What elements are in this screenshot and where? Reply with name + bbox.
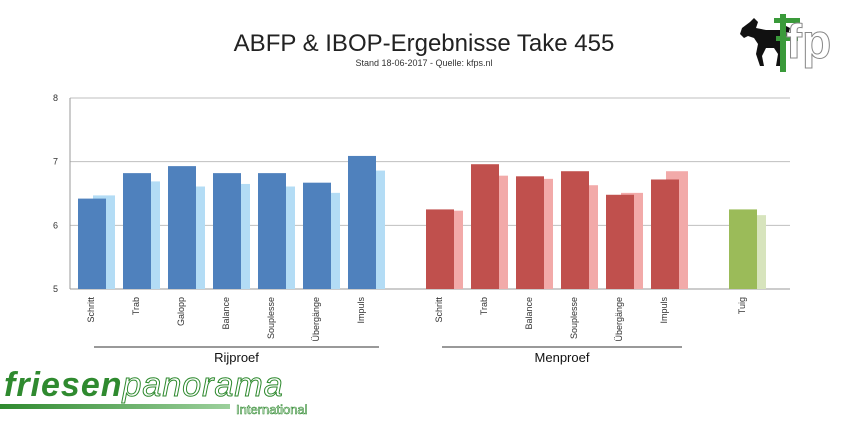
- brand-subtitle: International: [236, 402, 308, 418]
- x-tick-label: Balance: [524, 297, 534, 330]
- x-tick-label: Übergänge: [614, 297, 624, 342]
- bar-primary: [516, 176, 544, 289]
- x-tick-label: Trab: [479, 297, 489, 315]
- bar-primary: [471, 164, 499, 289]
- brand-underline: [0, 404, 230, 409]
- y-tick-label: 6: [53, 220, 58, 230]
- bar-primary: [606, 194, 634, 289]
- bar-primary: [729, 209, 757, 289]
- bar-primary: [213, 173, 241, 289]
- x-tick-label: Übergänge: [311, 297, 321, 342]
- bar-primary: [561, 171, 589, 289]
- bar-primary: [303, 182, 331, 289]
- bar-primary: [348, 155, 376, 289]
- y-tick-label: 8: [53, 93, 58, 103]
- x-tick-label: Balance: [221, 297, 231, 330]
- x-tick-label: Impuls: [659, 297, 669, 324]
- group-label: Menproef: [535, 350, 590, 365]
- fp-logo: fp: [736, 8, 836, 78]
- brand-name: friesenpanorama: [4, 366, 284, 405]
- brand-name-part1: friesen: [4, 366, 123, 404]
- x-tick-label: Souplesse: [569, 297, 579, 339]
- bar-primary: [258, 173, 286, 289]
- x-tick-label: Trab: [131, 297, 141, 315]
- bar-primary: [123, 173, 151, 289]
- x-tick-label: Tuig: [737, 297, 747, 314]
- chart-title: ABFP & IBOP-Ergebnisse Take 455: [233, 30, 615, 57]
- y-tick-label: 5: [53, 284, 58, 294]
- brand-name-part2: panorama: [122, 366, 284, 405]
- friesenpanorama-logo: friesenpanorama International: [0, 366, 330, 420]
- x-tick-label: Schritt: [86, 297, 96, 323]
- y-tick-label: 7: [53, 157, 58, 167]
- bar-primary: [651, 179, 679, 289]
- logo-letters: fp: [786, 16, 831, 69]
- x-tick-label: Impuls: [356, 297, 366, 324]
- bar-primary: [426, 209, 454, 289]
- chart-subtitle: Stand 18-06-2017 - Quelle: kfps.nl: [355, 58, 493, 68]
- horse-silhouette-icon: [740, 18, 790, 66]
- group-label: Rijproef: [214, 350, 259, 365]
- x-tick-label: Galopp: [176, 297, 186, 326]
- bar-primary: [168, 166, 196, 289]
- bar-primary: [78, 198, 106, 289]
- x-tick-label: Souplesse: [266, 297, 276, 339]
- x-tick-label: Schritt: [434, 297, 444, 323]
